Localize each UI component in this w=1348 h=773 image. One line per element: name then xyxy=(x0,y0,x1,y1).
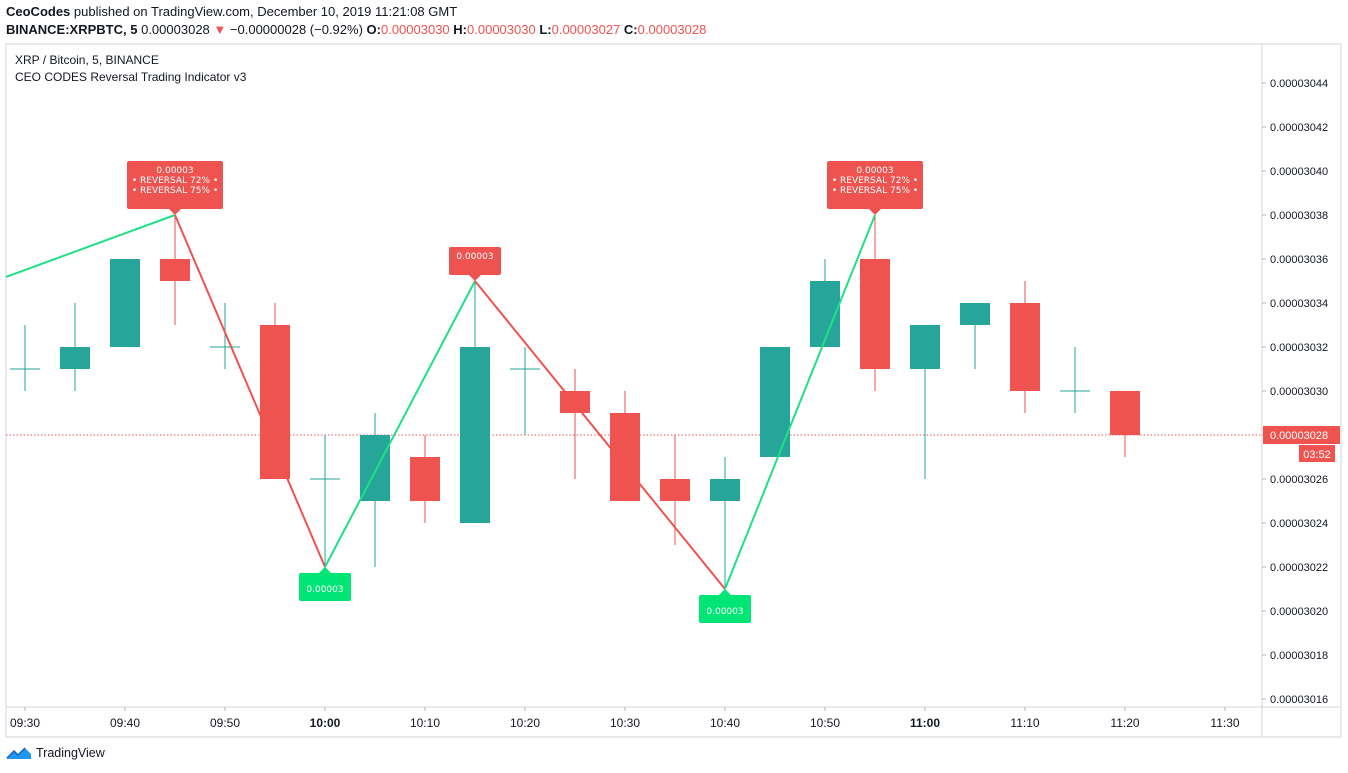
price-tick-label: 0.00003036 xyxy=(1270,254,1328,266)
candle-down xyxy=(860,259,890,369)
candle-down xyxy=(610,413,640,501)
candle-up xyxy=(60,347,90,369)
candle-up xyxy=(960,303,990,325)
open-value: 0.00003030 xyxy=(380,22,450,37)
zigzag-up-segment xyxy=(5,214,176,278)
candle-up xyxy=(110,259,140,347)
last-price-badge-label: 0.00003028 xyxy=(1270,430,1328,442)
zigzag-down-segment xyxy=(174,214,326,568)
zigzag-up-segment xyxy=(324,280,476,568)
price-tick-label: 0.00003024 xyxy=(1270,518,1328,530)
label-box xyxy=(127,161,223,209)
close-value: 0.00003028 xyxy=(637,22,707,37)
candle-down xyxy=(560,391,590,413)
price-tick-label: 0.00003034 xyxy=(1270,298,1328,310)
candle-up xyxy=(710,479,740,501)
price-tick-label: 0.00003020 xyxy=(1270,606,1328,618)
zigzag-up-segment xyxy=(724,214,876,590)
candle-up xyxy=(460,347,490,523)
price-tick-label: 0.00003018 xyxy=(1270,650,1328,662)
footer-brand-label: TradingView xyxy=(36,746,105,760)
price-tick-label: 0.00003022 xyxy=(1270,562,1328,574)
time-tick-label: 11:00 xyxy=(910,716,940,730)
zigzag-down-segment xyxy=(474,280,726,590)
label-box xyxy=(449,247,501,275)
candle-down xyxy=(1010,303,1040,391)
publish-line: CeoCodes published on TradingView.com, D… xyxy=(6,4,457,19)
label-text: • REVERSAL 72% • xyxy=(832,176,918,186)
price-tick-label: 0.00003038 xyxy=(1270,210,1328,222)
tradingview-logo-icon xyxy=(6,746,32,760)
label-pointer xyxy=(869,209,881,215)
footer-brand[interactable]: TradingView xyxy=(6,746,105,760)
low-label: L: xyxy=(539,22,552,37)
symbol-label: BINANCE:XRPBTC, 5 xyxy=(6,22,138,37)
price-tick-label: 0.00003042 xyxy=(1270,122,1328,134)
close-label: C: xyxy=(623,22,638,37)
open-label: O: xyxy=(366,22,381,37)
label-pointer xyxy=(719,589,731,595)
label-text: 0.00003 xyxy=(856,166,893,176)
label-text: • REVERSAL 75% • xyxy=(832,186,918,196)
price-tick-label: 0.00003032 xyxy=(1270,342,1328,354)
label-pointer xyxy=(469,275,481,281)
price-tick-label: 0.00003016 xyxy=(1270,694,1328,706)
time-tick-label: 10:30 xyxy=(610,716,640,730)
reversal-high-label: 0.00003• REVERSAL 72% •• REVERSAL 75% • xyxy=(127,161,223,215)
last-price-badge xyxy=(1263,426,1340,444)
label-text: 0.00003 xyxy=(456,252,493,262)
publish-info: published on TradingView.com, December 1… xyxy=(70,4,458,19)
label-box xyxy=(827,161,923,209)
time-tick-label: 11:20 xyxy=(1110,716,1139,730)
reversal-high-label: 0.00003 xyxy=(449,247,501,281)
candle-up xyxy=(910,325,940,369)
time-tick-label: 11:10 xyxy=(1010,716,1039,730)
last-price: 0.00003028 xyxy=(141,22,210,37)
label-pointer xyxy=(319,567,331,573)
label-box xyxy=(699,595,751,623)
time-tick-label: 09:40 xyxy=(110,716,140,730)
countdown-label: 03:52 xyxy=(1303,449,1331,461)
time-tick-label: 10:00 xyxy=(310,716,341,730)
label-text: 0.00003 xyxy=(306,585,343,595)
price-tick-label: 0.00003044 xyxy=(1270,78,1328,90)
candle-down xyxy=(160,259,190,281)
label-box xyxy=(299,573,351,601)
time-tick-label: 10:20 xyxy=(510,716,540,730)
price-tick-label: 0.00003026 xyxy=(1270,474,1328,486)
low-value: 0.00003027 xyxy=(551,22,621,37)
down-arrow-icon: ▼ xyxy=(213,22,227,37)
candle-down xyxy=(1110,391,1140,435)
price-tick-label: 0.00003030 xyxy=(1270,386,1328,398)
label-text: 0.00003 xyxy=(706,607,743,617)
candle-down xyxy=(260,325,290,479)
reversal-high-label: 0.00003• REVERSAL 72% •• REVERSAL 75% • xyxy=(827,161,923,215)
high-label: H: xyxy=(453,22,468,37)
author-name[interactable]: CeoCodes xyxy=(6,4,71,19)
time-tick-label: 09:30 xyxy=(10,716,40,730)
candle-down xyxy=(660,479,690,501)
time-tick-label: 10:10 xyxy=(410,716,440,730)
reversal-low-label: 0.00003 xyxy=(699,589,751,623)
reversal-low-label: 0.00003 xyxy=(299,567,351,601)
ohlc-line: BINANCE:XRPBTC, 5 0.00003028 ▼ −0.000000… xyxy=(6,22,706,37)
time-tick-label: 09:50 xyxy=(210,716,240,730)
time-tick-label: 11:30 xyxy=(1210,716,1239,730)
label-pointer xyxy=(169,209,181,215)
price-tick-label: 0.00003040 xyxy=(1270,166,1328,178)
label-text: • REVERSAL 75% • xyxy=(132,186,218,196)
price-change: −0.00000028 (−0.92%) xyxy=(229,22,363,37)
pair-title: XRP / Bitcoin, 5, BINANCE xyxy=(15,53,159,67)
chart-frame xyxy=(5,43,1342,738)
indicator-title[interactable]: CEO CODES Reversal Trading Indicator v3 xyxy=(15,70,247,84)
time-tick-label: 10:40 xyxy=(710,716,740,730)
high-value: 0.00003030 xyxy=(467,22,536,37)
label-text: • REVERSAL 72% • xyxy=(132,176,218,186)
candle-down xyxy=(410,457,440,501)
label-text: 0.00003 xyxy=(156,166,193,176)
time-tick-label: 10:50 xyxy=(810,716,840,730)
countdown-badge xyxy=(1299,445,1335,462)
